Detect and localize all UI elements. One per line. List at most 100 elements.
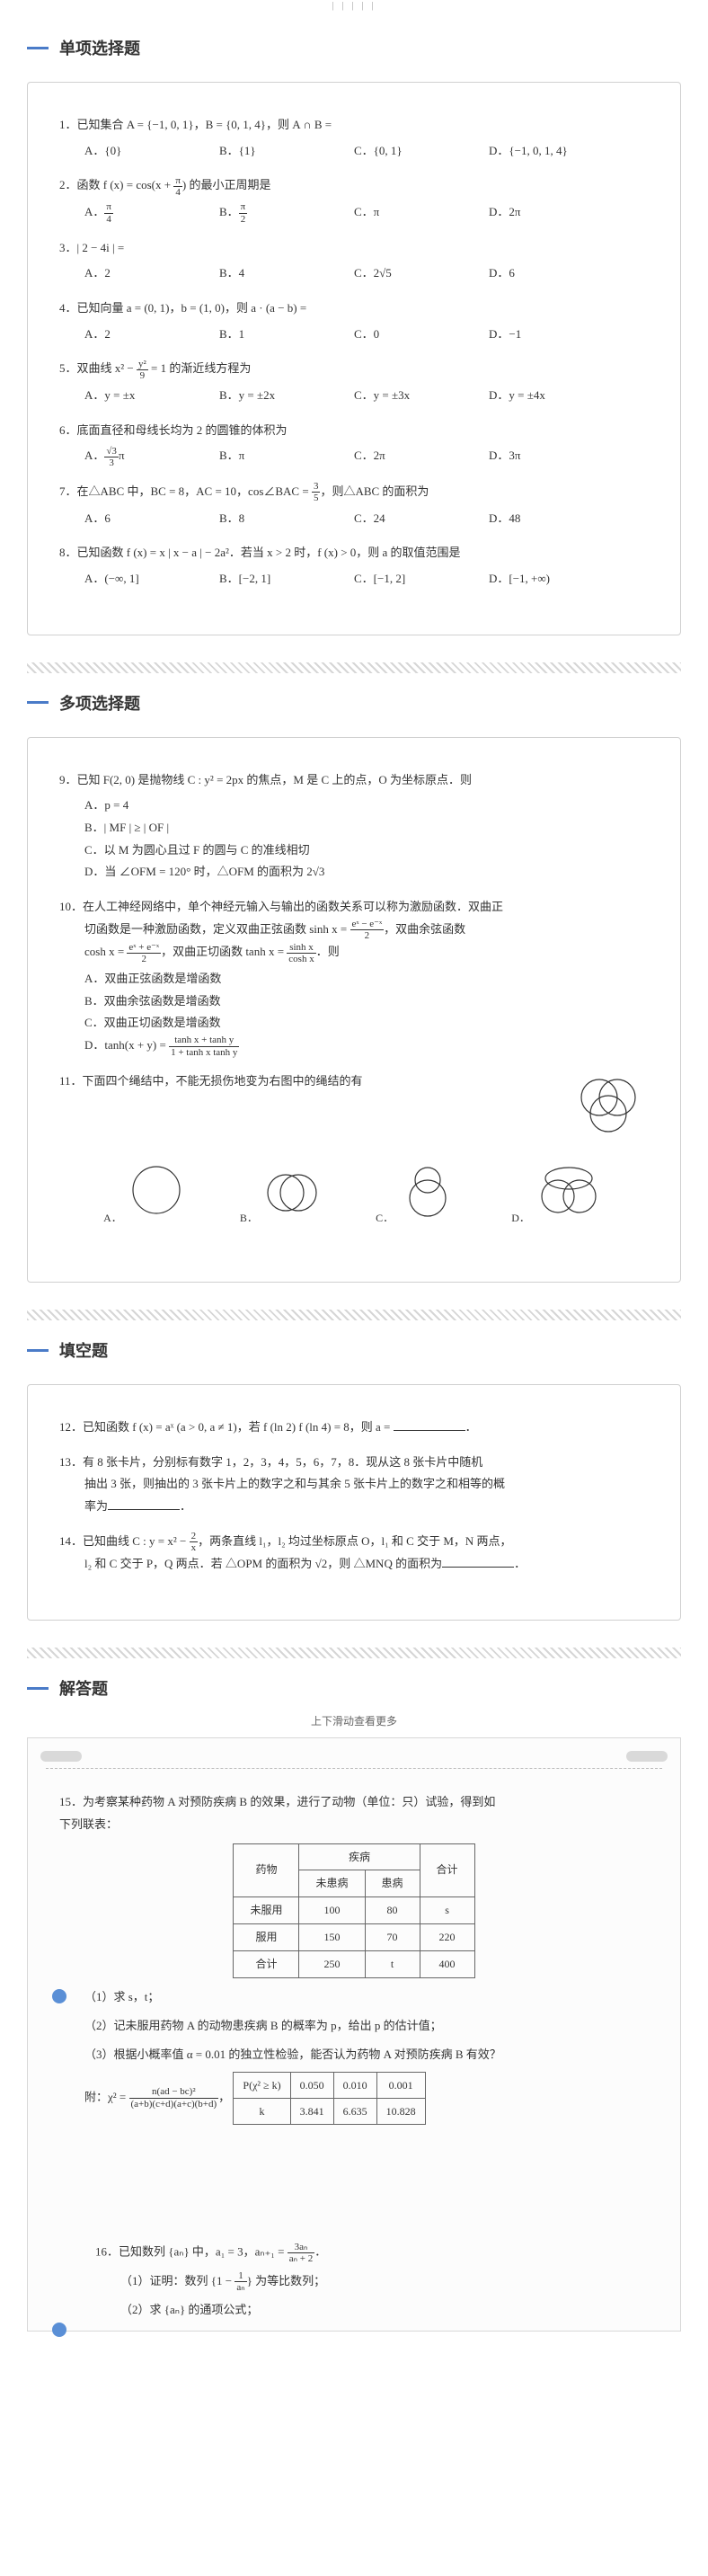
cell: 0.010 [333, 2072, 376, 2098]
q8-text: 8．已知函数 f (x) = x | x − a | − 2a²．若当 x > … [59, 542, 649, 564]
q6: 6．底面直径和母线长均为 2 的圆锥的体积为 A．√33π B．π C．2π D… [59, 420, 649, 468]
section-header-1: 单项选择题 [0, 18, 708, 73]
frac-n: π [173, 175, 182, 187]
cell: 合计 [234, 1950, 299, 1977]
q6-opt-a: A．√33π [84, 445, 210, 468]
frac: eˣ + e⁻ˣ2 [127, 942, 161, 964]
section-header-4: 解答题 [0, 1658, 708, 1713]
frac: y²9 [137, 359, 148, 381]
q1-opt-c: C．{0, 1} [354, 140, 480, 163]
card-answer[interactable]: 15．为考察某种药物 A 对预防疾病 B 的效果，进行了动物（单位：只）试验，得… [27, 1737, 681, 2332]
cell: P(χ² ≥ k) [234, 2072, 290, 2098]
cell: 80 [365, 1897, 420, 1924]
q7: 7．在△ABC 中，BC = 8，AC = 10，cos∠BAC = 35，则△… [59, 481, 649, 529]
q9-opt-b: B．| MF | ≥ | OF | [84, 817, 588, 839]
q7-opt-c: C．24 [354, 508, 480, 530]
q5-opt-c: C．y = ±3x [354, 385, 480, 407]
frac: eˣ − e⁻ˣ2 [350, 919, 385, 941]
section-bar-icon [27, 701, 49, 704]
q9-opt-c: C．以 M 为圆心且过 F 的圆与 C 的准线相切 [84, 839, 588, 862]
table-row: 未服用 100 80 s [234, 1897, 474, 1924]
q7-opt-d: D．48 [489, 508, 615, 530]
q3-opt-d: D．6 [489, 262, 615, 285]
label: D．tanh(x + y) = [84, 1038, 169, 1052]
t: 14．已知曲线 C : y = x² − [59, 1534, 190, 1548]
q10-opt-a: A．双曲正弦函数是增函数 [84, 968, 588, 990]
knot-ref-icon [568, 1070, 649, 1142]
t: 7．在△ABC 中，BC = 8，AC = 10，cos∠BAC = [59, 484, 312, 498]
cell: 未服用 [234, 1897, 299, 1924]
q11-options-row: A． B． C． D． [59, 1150, 649, 1238]
t: 5．双曲线 x² − [59, 361, 137, 375]
q13-ln2: 抽出 3 张，则抽出的 3 张卡片上的数字之和与其余 5 张卡片上的数字之和相等… [59, 1473, 649, 1496]
cell: 0.001 [376, 2072, 425, 2098]
label: D． [511, 1212, 530, 1224]
q9-opt-a: A．p = 4 [84, 795, 588, 817]
cell: 70 [365, 1923, 420, 1950]
q8-opt-b: B．[−2, 1] [219, 568, 345, 591]
section-header-2: 多项选择题 [0, 673, 708, 728]
q10-ln1: 10．在人工神经网络中，单个神经元输入与输出的函数关系可以称为激励函数．双曲正 [59, 896, 649, 919]
table-row: 服用 150 70 220 [234, 1923, 474, 1950]
q4-opt-c: C．0 [354, 324, 480, 346]
q3-text: 3．| 2 − 4i | = [59, 237, 649, 260]
blank-input[interactable] [108, 1497, 180, 1510]
q15-table: 药物 疾病 合计 未患病 患病 未服用 100 80 s 服用 150 [233, 1843, 474, 1978]
divider [27, 662, 681, 673]
t: } 为等比数列； [247, 2274, 326, 2287]
frac: 1aₙ [235, 2270, 246, 2293]
q4-text: 4．已知向量 a = (0, 1)，b = (1, 0)，则 a · (a − … [59, 298, 649, 320]
q1-opt-a: A．{0} [84, 140, 210, 163]
section-title: 单项选择题 [59, 36, 140, 59]
q6-opt-b: B．π [219, 445, 345, 468]
q5: 5．双曲线 x² − y²9 = 1 的渐近线方程为 A．y = ±x B．y … [59, 358, 649, 406]
q5-opt-b: B．y = ±2x [219, 385, 345, 407]
q11-opt-c: C． [376, 1159, 459, 1229]
q8-opt-c: C．[−1, 2] [354, 568, 480, 591]
frac-n: 2 [190, 1531, 199, 1542]
q15-ln1: 15．为考察某种药物 A 对预防疾病 B 的效果，进行了动物（单位：只）试验，得… [59, 1791, 649, 1814]
label: B． [240, 1212, 258, 1224]
q8-opt-d: D．[−1, +∞) [489, 568, 615, 591]
cell: 6.635 [333, 2098, 376, 2124]
q10-opt-b: B．双曲余弦函数是增函数 [84, 990, 588, 1013]
frac-n: π [239, 201, 248, 213]
t: ．则 [316, 945, 340, 958]
q16-p2: （2）求 {aₙ} 的通项公式； [95, 2298, 649, 2322]
t: l₂ 和 C 交于 P，Q 两点．若 △OPM 的面积为 √2，则 △MNQ 的… [84, 1557, 442, 1570]
t: 16．已知数列 {aₙ} 中，a₁ = 3，aₙ₊₁ = [95, 2244, 288, 2258]
q6-opt-c: C．2π [354, 445, 480, 468]
frac-n: π [104, 201, 113, 213]
cell: 220 [420, 1923, 474, 1950]
label: A． [103, 1212, 122, 1224]
q7-opt-a: A．6 [84, 508, 210, 530]
frac-d: 2 [127, 954, 161, 964]
cell: 疾病 [299, 1843, 420, 1870]
q15-attach: 附：χ² = n(ad − bc)²(a+b)(c+d)(a+c)(b+d)， … [59, 2072, 649, 2125]
q11-opt-a: A． [103, 1159, 188, 1229]
blank-input[interactable] [394, 1418, 465, 1431]
card-multi-choice: 9．已知 F(2, 0) 是抛物线 C : y² = 2px 的焦点，M 是 C… [27, 737, 681, 1284]
frac-d: 4 [173, 187, 182, 198]
cell: 合计 [420, 1843, 474, 1897]
q2-opt-b: B．π2 [219, 201, 345, 225]
frac-d: x [190, 1542, 199, 1553]
q13-ln1: 13．有 8 张卡片，分别标有数字 1，2，3，4，5，6，7，8．现从这 8 … [59, 1452, 649, 1474]
table-row: 药物 疾病 合计 [234, 1843, 474, 1870]
blank-input[interactable] [442, 1555, 514, 1568]
q14: 14．已知曲线 C : y = x² − 2x，两条直线 l₁，l₂ 均过坐标原… [59, 1531, 649, 1576]
frac-d: 1 + tanh x tanh y [169, 1047, 239, 1058]
cell: 未患病 [299, 1870, 365, 1897]
q15: 15．为考察某种药物 A 对预防疾病 B 的效果，进行了动物（单位：只）试验，得… [59, 1791, 649, 2124]
q2-opt-d: D．2π [489, 201, 615, 225]
divider [27, 1310, 681, 1320]
q15-p2: （2）记未服用药物 A 的动物患疾病 B 的概率为 p，给出 p 的估计值； [59, 2014, 649, 2038]
q6-opt-d: D．3π [489, 445, 615, 468]
cell: t [365, 1950, 420, 1977]
q1: 1．已知集合 A = {−1, 0, 1}，B = {0, 1, 4}，则 A … [59, 114, 649, 162]
section-header-3: 填空题 [0, 1320, 708, 1375]
frac-d: 2 [239, 214, 248, 225]
q9-text: 9．已知 F(2, 0) 是抛物线 C : y² = 2px 的焦点，M 是 C… [59, 769, 649, 792]
cell: 150 [299, 1923, 365, 1950]
scroll-body: 15．为考察某种药物 A 对预防疾病 B 的效果，进行了动物（单位：只）试验，得… [28, 1769, 680, 2331]
